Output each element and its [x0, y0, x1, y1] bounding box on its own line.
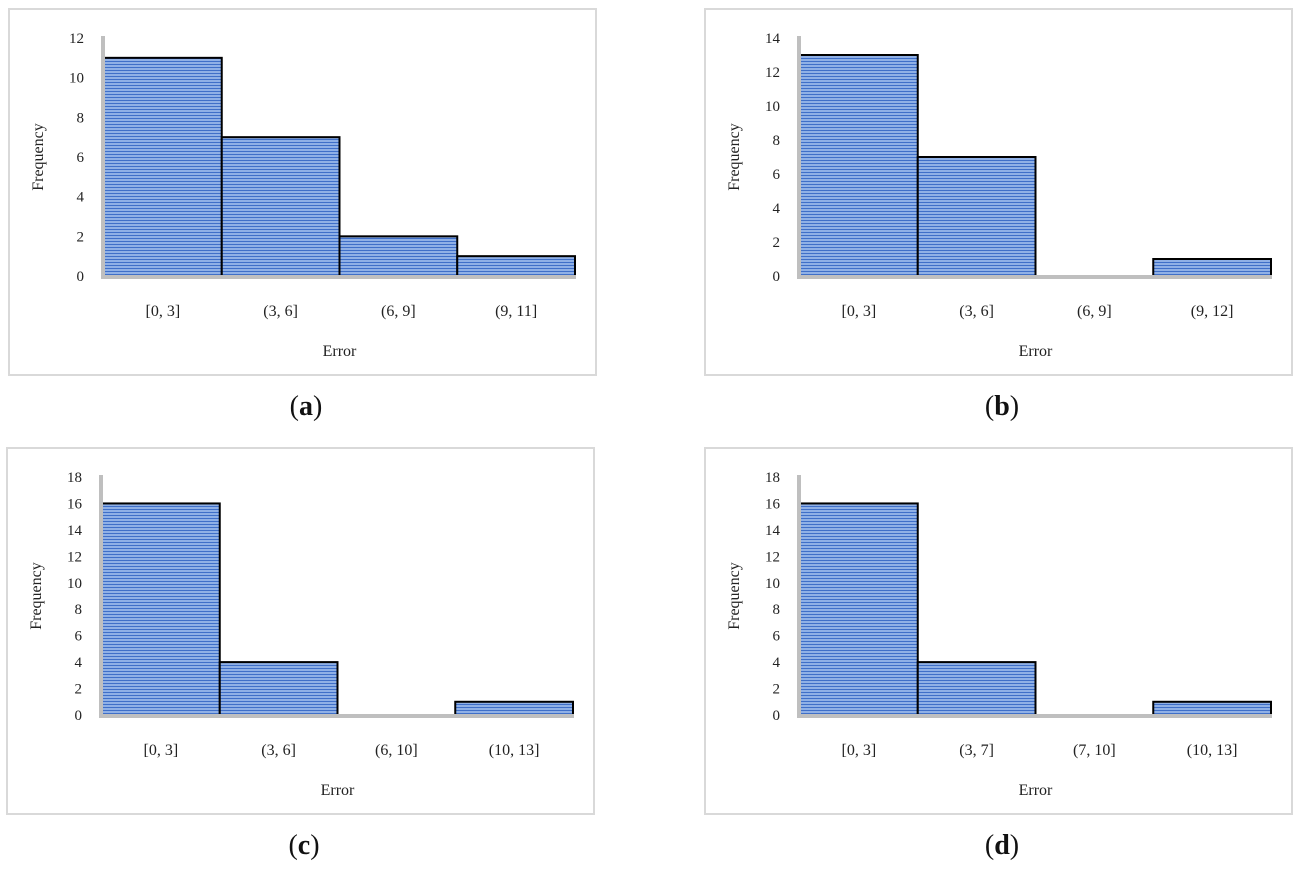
- x-category-label: (7, 10]: [1073, 742, 1116, 759]
- y-tick-label: 10: [69, 71, 84, 87]
- y-tick-label: 10: [67, 576, 82, 592]
- y-axis-title: Frequency: [28, 562, 45, 630]
- y-tick-label: 0: [77, 269, 85, 285]
- y-tick-label: 12: [765, 549, 780, 565]
- y-tick-label: 10: [765, 576, 780, 592]
- y-tick-label: 0: [773, 269, 781, 285]
- y-tick-label: 4: [773, 655, 781, 671]
- caption-b: (b): [984, 391, 1020, 422]
- x-category-label: (9, 11]: [495, 303, 537, 320]
- x-axis-title: Error: [1019, 782, 1053, 799]
- y-tick-label: 4: [773, 201, 781, 217]
- histogram-bar: [799, 54, 919, 277]
- x-category-label: [0, 3]: [842, 742, 877, 759]
- histogram-chart-b: 0 2 4 6 8 10 12 14 [0, 3] (3, 6] (6, 9] (9, 12] Erro…: [704, 8, 1293, 376]
- y-tick-label: 6: [773, 167, 781, 183]
- y-tick-label: 2: [773, 682, 781, 698]
- x-category-label: (3, 6]: [261, 742, 296, 759]
- histogram-bar: [454, 700, 574, 716]
- histogram-bar: [1152, 258, 1272, 277]
- caption-letter-b: b: [994, 391, 1010, 422]
- y-tick-label: 8: [77, 110, 85, 126]
- y-axis-title: Frequency: [726, 562, 743, 630]
- histogram-panel-d: 0 2 4 6 8 10 12 14 16 18 [0, 3] (3, 7] (7, 10] (10, 1…: [704, 447, 1300, 884]
- y-tick-label: 14: [765, 523, 781, 539]
- x-axis-title: Error: [321, 782, 355, 799]
- y-tick-label: 12: [67, 549, 82, 565]
- histogram-chart-c: 0 2 4 6 8 10 12 14 16 18 [0, 3] (3, 6] (6, 10] (10, 1…: [6, 447, 595, 815]
- histogram-bar: [916, 661, 1037, 717]
- x-axis-title: Error: [1019, 343, 1053, 360]
- histogram-bar: [799, 502, 919, 716]
- histogram-bar: [220, 136, 341, 277]
- y-tick-label: 6: [773, 629, 781, 645]
- x-category-label: (3, 7]: [959, 742, 994, 759]
- y-tick-label: 2: [75, 682, 83, 698]
- y-tick-label: 8: [773, 133, 781, 149]
- caption-letter-c: c: [297, 830, 311, 861]
- histogram-chart-a: 0 2 4 6 8 10 12 [0, 3] (3, 6] (6, 9] (9, 11] Error F…: [8, 8, 597, 376]
- y-tick-label: 16: [67, 496, 83, 512]
- x-category-label: (10, 13]: [1187, 742, 1238, 759]
- y-axis-title: Frequency: [726, 123, 743, 191]
- y-tick-label: 18: [765, 470, 780, 486]
- caption-letter-a: a: [299, 391, 313, 422]
- histogram-panel-c: 0 2 4 6 8 10 12 14 16 18 [0, 3] (3, 6] (6, 10] (10, 1…: [6, 447, 602, 884]
- x-category-label: (6, 9]: [381, 303, 416, 320]
- y-tick-label: 8: [75, 602, 83, 618]
- y-tick-label: 2: [77, 229, 85, 245]
- y-tick-label: 16: [765, 496, 781, 512]
- y-tick-label: 10: [765, 99, 780, 115]
- caption-a: (a): [289, 391, 323, 422]
- caption-d: (d): [984, 830, 1020, 861]
- histogram-panel-a: 0 2 4 6 8 10 12 [0, 3] (3, 6] (6, 9] (9, 11] Error F…: [8, 8, 604, 445]
- y-tick-label: 8: [773, 602, 781, 618]
- x-category-label: (3, 6]: [959, 303, 994, 320]
- x-category-label: [0, 3]: [842, 303, 877, 320]
- histogram-bar: [218, 661, 339, 717]
- x-category-label: (10, 13]: [489, 742, 540, 759]
- histogram-panel-b: 0 2 4 6 8 10 12 14 [0, 3] (3, 6] (6, 9] (9, 12] Erro…: [704, 8, 1300, 445]
- histogram-bar: [1152, 700, 1272, 716]
- chart-frame: [704, 447, 1293, 815]
- y-tick-label: 0: [75, 708, 83, 724]
- histogram-bar: [338, 235, 459, 277]
- x-category-label: [0, 3]: [144, 742, 179, 759]
- y-axis-title: Frequency: [30, 123, 47, 191]
- x-category-label: (3, 6]: [263, 303, 298, 320]
- x-category-label: (9, 12]: [1191, 303, 1234, 320]
- histogram-bar: [103, 56, 223, 278]
- histogram-bar: [916, 156, 1037, 277]
- y-tick-label: 4: [75, 655, 83, 671]
- y-tick-label: 14: [765, 31, 781, 47]
- x-category-label: [0, 3]: [146, 303, 181, 320]
- chart-frame: [6, 447, 595, 815]
- histogram-bar: [101, 502, 221, 716]
- y-tick-label: 6: [75, 629, 83, 645]
- x-category-label: (6, 9]: [1077, 303, 1112, 320]
- y-tick-label: 0: [773, 708, 781, 724]
- histogram-chart-d: 0 2 4 6 8 10 12 14 16 18 [0, 3] (3, 7] (7, 10] (10, 1…: [704, 447, 1293, 815]
- y-tick-label: 12: [765, 65, 780, 81]
- y-tick-label: 2: [773, 235, 781, 251]
- caption-letter-d: d: [994, 830, 1010, 861]
- x-axis-title: Error: [323, 343, 357, 360]
- y-tick-label: 18: [67, 470, 82, 486]
- x-category-label: (6, 10]: [375, 742, 418, 759]
- histogram-bar: [456, 255, 576, 278]
- caption-c: (c): [288, 830, 320, 861]
- y-tick-label: 12: [69, 31, 84, 47]
- y-tick-label: 4: [77, 190, 85, 206]
- y-tick-label: 6: [77, 150, 85, 166]
- y-tick-label: 14: [67, 523, 83, 539]
